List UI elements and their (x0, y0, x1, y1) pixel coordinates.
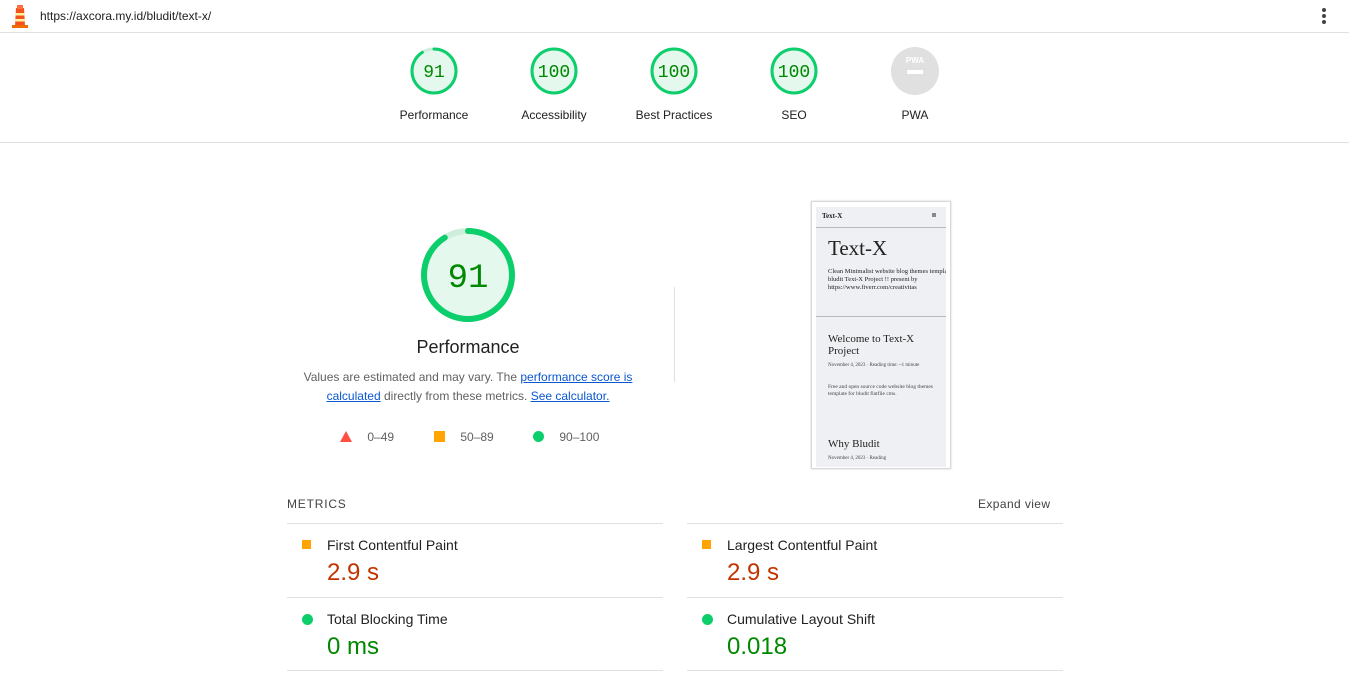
metric-tbt: Total Blocking Time 0 ms (287, 597, 663, 671)
legend-pass: 90–100 (533, 430, 599, 444)
gauge-best-practices[interactable]: 100 Best Practices (614, 47, 734, 122)
gauge-label: PWA (901, 108, 929, 122)
metric-name: Cumulative Layout Shift (727, 611, 875, 627)
metric-lcp: Largest Contentful Paint 2.9 s (687, 523, 1063, 597)
gauge-score: 100 (658, 63, 690, 83)
metric-value: 2.9 s (727, 559, 780, 586)
pwa-badge-icon: PWA (891, 47, 939, 95)
score-summary: 91 Performance 100 Accessibility 100 Bes… (0, 32, 1349, 143)
gauge-label: Performance (399, 108, 469, 122)
thumb-post1-excerpt: Free and open source code website blog t… (828, 384, 933, 397)
more-options-icon[interactable] (1314, 6, 1334, 26)
expand-view-button[interactable]: Expand view (978, 497, 1051, 511)
thumb-menu-icon (932, 213, 936, 217)
pass-circle-icon (702, 614, 713, 625)
legend-average: 50–89 (434, 430, 494, 444)
thumb-post1-meta: November 4, 2023 · Reading time: ~1 minu… (828, 363, 920, 368)
thumb-divider (816, 316, 946, 317)
thumb-post1-title: Welcome to Text-X Project (828, 333, 915, 357)
fail-triangle-icon (340, 431, 352, 442)
metric-divider (687, 670, 1063, 671)
desc-text: Values are estimated and may vary. The (303, 370, 521, 384)
performance-score: 91 (448, 260, 489, 298)
metric-name: Largest Contentful Paint (727, 537, 878, 553)
performance-title: Performance (416, 337, 520, 357)
legend-pass-label: 90–100 (559, 430, 600, 444)
metric-divider (287, 670, 663, 671)
average-square-icon (434, 431, 445, 442)
see-calculator-link[interactable]: See calculator. (530, 389, 610, 403)
thumb-nav-title: Text-X (822, 212, 843, 220)
thumb-hero-title: Text-X (828, 236, 888, 260)
performance-large-gauge-icon: 91 (421, 228, 515, 322)
pass-circle-icon (533, 431, 544, 442)
gauge-score: 100 (538, 63, 570, 83)
metric-value: 0.018 (727, 633, 788, 660)
average-square-icon (702, 540, 711, 549)
metric-name: First Contentful Paint (327, 537, 458, 553)
page-url: https://axcora.my.id/bludit/text-x/ (40, 9, 212, 23)
performance-section: 91 Performance Values are estimated and … (288, 225, 648, 406)
legend-fail-label: 0–49 (367, 430, 395, 444)
gauge-pwa[interactable]: PWA PWA (855, 47, 975, 122)
gauge-seo[interactable]: 100 SEO (734, 47, 854, 122)
metric-cls: Cumulative Layout Shift 0.018 (687, 597, 1063, 671)
screenshot-content: Text-X Text-X Clean Minimalist website b… (816, 207, 946, 467)
performance-gauge-icon: 91 (410, 47, 458, 95)
metric-value: 2.9 s (327, 559, 380, 586)
metric-fcp: First Contentful Paint 2.9 s (287, 523, 663, 597)
performance-score-link[interactable]: performance score is calculated (326, 370, 633, 403)
gauge-label: Best Practices (635, 108, 713, 122)
gauge-performance[interactable]: 91 Performance (374, 47, 494, 122)
metrics-header: METRICS (287, 497, 347, 511)
thumb-post2-title: Why Bludit (828, 438, 880, 450)
accessibility-gauge-icon: 100 (530, 47, 578, 95)
best-practices-gauge-icon: 100 (650, 47, 698, 95)
metric-name: Total Blocking Time (327, 611, 448, 627)
pass-circle-icon (302, 614, 313, 625)
gauge-label: SEO (781, 108, 807, 122)
gauge-accessibility[interactable]: 100 Accessibility (494, 47, 614, 122)
lighthouse-logo-icon (12, 5, 28, 28)
seo-gauge-icon: 100 (770, 47, 818, 95)
gauge-score: 91 (423, 63, 445, 83)
pwa-badge-text: PWA (906, 56, 924, 65)
desc-text: directly from these metrics. (380, 389, 531, 403)
thumb-hero-desc: Clean Minimalist website blog themes tem… (828, 268, 946, 291)
gauge-label: Accessibility (521, 108, 587, 122)
thumb-post2-meta: November 4, 2023 · Reading (828, 456, 887, 461)
metric-value: 0 ms (327, 633, 380, 660)
final-screenshot[interactable]: Text-X Text-X Clean Minimalist website b… (811, 201, 951, 469)
url-bar: https://axcora.my.id/bludit/text-x/ (0, 0, 1349, 33)
legend-average-label: 50–89 (460, 430, 494, 444)
thumb-divider (816, 227, 946, 228)
section-divider (674, 287, 675, 382)
average-square-icon (302, 540, 311, 549)
gauge-score: 100 (778, 63, 810, 83)
legend-fail: 0–49 (340, 430, 394, 444)
performance-description: Values are estimated and may vary. The p… (288, 368, 648, 406)
